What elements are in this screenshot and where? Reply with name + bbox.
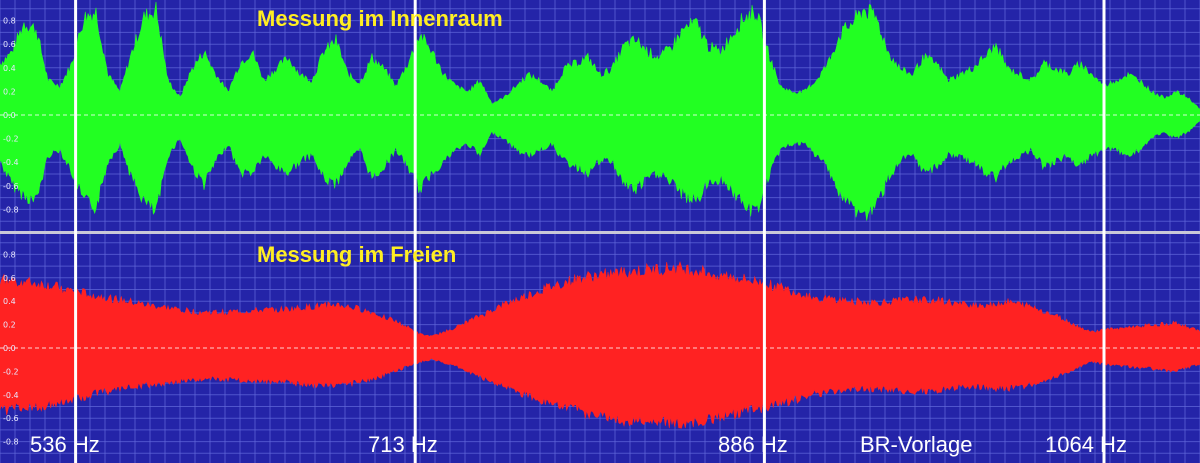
y-tick-label: -0.6 [3, 182, 19, 191]
y-axis-ticks: 0.8 0.6 0.4 0.2 0.0 -0.2 -0.4 -0.6 -0.8 0.8 0.6 0.4… [3, 17, 19, 447]
y-tick-label: 0.0 [3, 344, 16, 353]
marker-line-713 [413, 0, 417, 463]
panel-separator [0, 231, 1200, 234]
y-tick-label: -0.8 [3, 205, 19, 214]
y-tick-label: -0.6 [3, 414, 19, 423]
waveform-freien [0, 261, 1200, 429]
y-tick-label: 0.4 [3, 297, 16, 306]
marker-line-536 [74, 0, 78, 463]
panel-title-innenraum: Messung im Innenraum [257, 6, 503, 31]
y-tick-label: 0.6 [3, 40, 16, 49]
panel-title-freien: Messung im Freien [257, 242, 456, 267]
y-tick-label: -0.2 [3, 135, 19, 144]
marker-label-536: 536 Hz [30, 432, 100, 457]
labels: Messung im Innenraum Messung im Freien 5… [30, 6, 1127, 457]
y-tick-label: -0.2 [3, 367, 19, 376]
y-tick-label: -0.8 [3, 438, 19, 447]
y-tick-label: -0.4 [3, 158, 19, 167]
y-tick-label: 0.8 [3, 250, 16, 259]
y-tick-label: 0.2 [3, 87, 16, 96]
y-tick-label: 0.4 [3, 64, 16, 73]
marker-line-886 [762, 0, 766, 463]
y-tick-label: 0.2 [3, 321, 16, 330]
frequency-markers [74, 0, 1106, 463]
marker-line-1064 [1102, 0, 1106, 463]
y-tick-label: 0.6 [3, 274, 16, 283]
br-vorlage-annotation: BR-Vorlage [860, 432, 973, 457]
y-tick-label: 0.8 [3, 17, 16, 26]
y-tick-label: -0.4 [3, 391, 19, 400]
marker-label-886: 886 Hz [718, 432, 788, 457]
y-tick-label: 0.0 [3, 111, 16, 120]
marker-label-1064: 1064 Hz [1045, 432, 1127, 457]
waveforms [0, 1, 1200, 429]
marker-label-713: 713 Hz [368, 432, 438, 457]
waveform-innenraum [0, 1, 1200, 221]
